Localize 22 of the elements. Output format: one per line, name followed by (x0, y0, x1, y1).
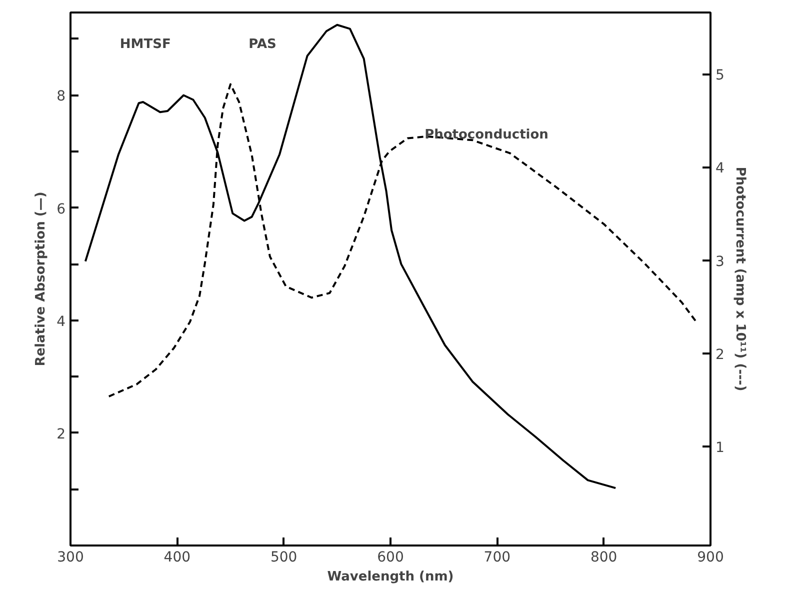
x-tick-label: 400 (164, 550, 191, 566)
x-tick-label: 900 (697, 550, 724, 566)
y2-tick-label: 5 (716, 68, 724, 84)
y-tick-label: 8 (56, 88, 66, 105)
x-tick-label: 800 (590, 550, 618, 566)
y2-tick-label: 3 (716, 254, 724, 270)
y-tick-label: 6 (56, 201, 66, 218)
annotation: HMTSF (120, 36, 171, 52)
x-tick-label: 700 (484, 550, 511, 566)
annotation: PAS (248, 36, 276, 52)
x-axis-title: Wavelength (nm) (327, 570, 454, 584)
y2-tick-label: 4 (716, 160, 724, 177)
y2-axis-title: Photocurrent (amp x 10¹¹) (---) (732, 166, 748, 392)
y2-tick-label: 2 (716, 347, 724, 364)
y-tick-label: 4 (56, 314, 66, 330)
x-tick-label: 300 (57, 550, 84, 566)
x-tick-label: 500 (270, 550, 298, 566)
annotation: Photoconduction (424, 128, 548, 143)
y2-tick-label: 1 (716, 440, 724, 456)
x-tick-label: 600 (377, 550, 404, 566)
y-axis-title: Relative Absorption (—) (34, 192, 49, 366)
y-tick-label: 2 (56, 426, 66, 442)
